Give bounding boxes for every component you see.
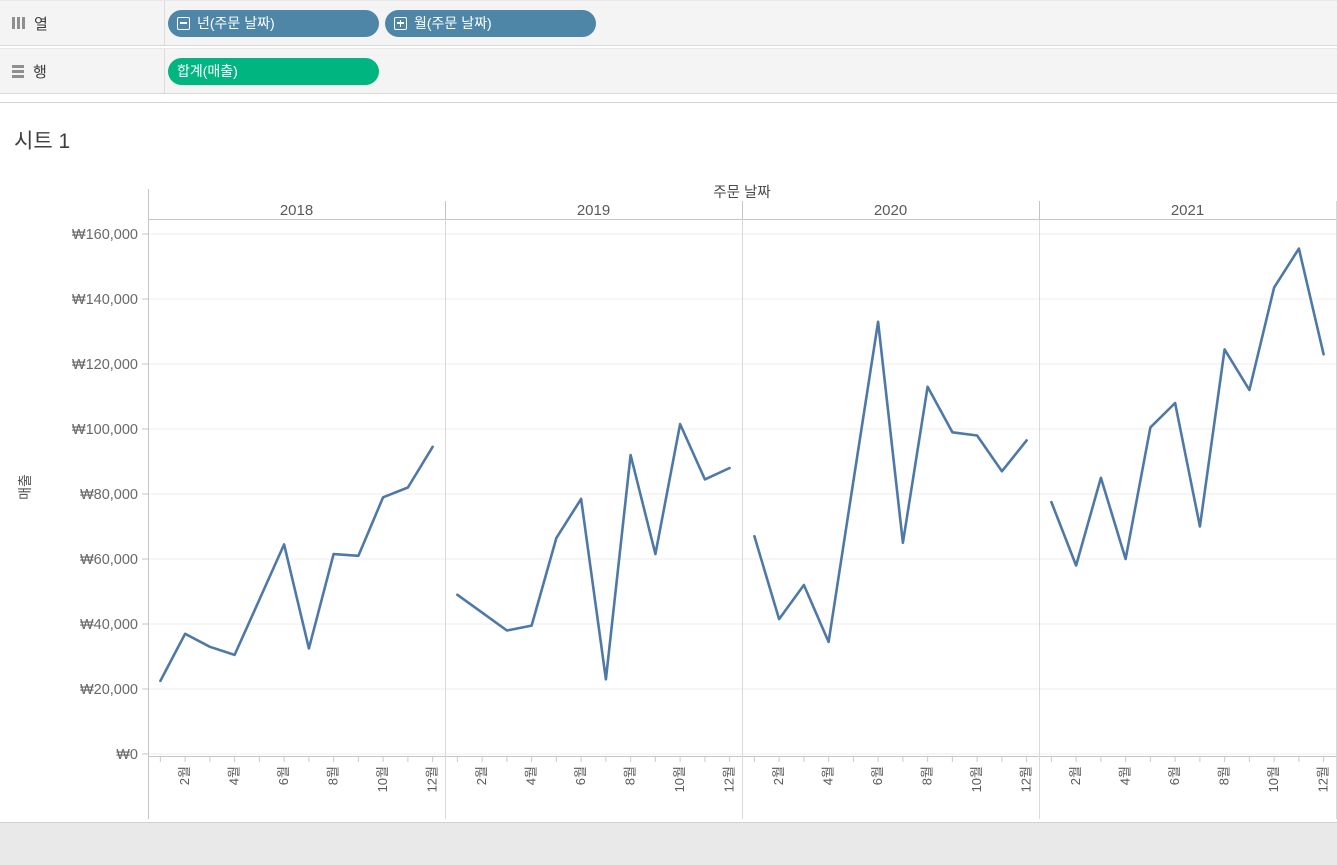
month-label: 4월 [524,766,539,785]
y-tick-label: ₩160,000 [72,227,138,243]
pill-합계(매출)[interactable]: 합계(매출) [168,57,379,85]
y-tick-label: ₩20,000 [80,682,138,698]
month-label: 6월 [573,766,588,785]
year-header-2021: 2021 [1171,202,1204,219]
month-label: 4월 [821,766,836,785]
expand-icon[interactable] [394,16,407,30]
month-label: 4월 [227,766,242,785]
month-label: 12월 [1316,766,1331,792]
shelf-container: 열 년(주문 날짜) 월(주문 날짜) 행 합계(매출) [0,0,1337,96]
y-tick-label: ₩40,000 [80,617,138,633]
month-label: 10월 [375,766,390,792]
rows-shelf-label: 행 [33,63,47,81]
month-label: 2월 [1068,766,1083,785]
columns-shelf: 열 년(주문 날짜) 월(주문 날짜) [0,0,1337,46]
pill-label: 합계(매출) [177,63,238,79]
y-tick-label: ₩120,000 [72,357,138,373]
y-tick-label: ₩80,000 [80,487,138,503]
month-label: 8월 [920,766,935,785]
y-tick-label: ₩60,000 [80,552,138,568]
rows-shelf: 행 합계(매출) [0,48,1337,94]
month-label: 8월 [326,766,341,785]
series-line-2018[interactable] [159,445,434,683]
line-chart-svg[interactable]: 주문 날짜 2018 2019 2020 2021 ₩0 ₩20,000 ₩40,000 ₩60… [0,103,1337,831]
sheet-title: 시트 1 [14,130,71,153]
pill-년(주문 날짜)[interactable]: 년(주문 날짜) [168,9,379,37]
sheet-area: 시트 1 주문 날짜 2018 2019 2020 2021 ₩0 ₩20,000 ₩40,0… [0,102,1337,831]
month-label: 2월 [177,766,192,785]
columns-icon [12,17,25,29]
rows-icon [12,64,24,78]
month-label: 6월 [276,766,291,785]
y-tick-label: ₩100,000 [72,422,138,438]
month-label: 10월 [1266,766,1281,792]
pill-월(주문 날짜)[interactable]: 월(주문 날짜) [385,9,596,37]
month-label: 10월 [969,766,984,792]
y-axis-title: 매출 [17,474,33,500]
year-header-2020: 2020 [874,202,907,219]
status-bar [0,822,1337,865]
series-line-2020[interactable] [753,320,1028,644]
series-line-2021[interactable] [1050,247,1325,567]
month-label: 12월 [1019,766,1034,792]
columns-shelf-label: 열 [34,15,48,33]
month-label: 4월 [1118,766,1133,785]
rows-shelf-label-cell: 행 [0,49,165,93]
month-label: 2월 [474,766,489,785]
pill-label: 년(주문 날짜) [197,15,275,31]
y-tick-label: ₩0 [116,747,138,763]
rows-pill-area: 합계(매출) [165,49,1337,93]
series-line-2019[interactable] [456,422,731,681]
month-label: 12월 [722,766,737,792]
facet-field-label: 주문 날짜 [713,184,770,201]
month-label: 12월 [425,766,440,792]
columns-shelf-label-cell: 열 [0,1,165,45]
collapse-icon[interactable] [177,16,190,30]
columns-pill-area: 년(주문 날짜) 월(주문 날짜) [165,1,1337,45]
month-label: 6월 [1167,766,1182,785]
pill-label: 월(주문 날짜) [414,15,492,31]
month-label: 8월 [623,766,638,785]
year-header-2019: 2019 [577,202,610,219]
y-tick-label: ₩140,000 [72,292,138,308]
month-label: 6월 [870,766,885,785]
year-header-2018: 2018 [280,202,313,219]
month-label: 2월 [771,766,786,785]
month-label: 8월 [1217,766,1232,785]
month-label: 10월 [672,766,687,792]
